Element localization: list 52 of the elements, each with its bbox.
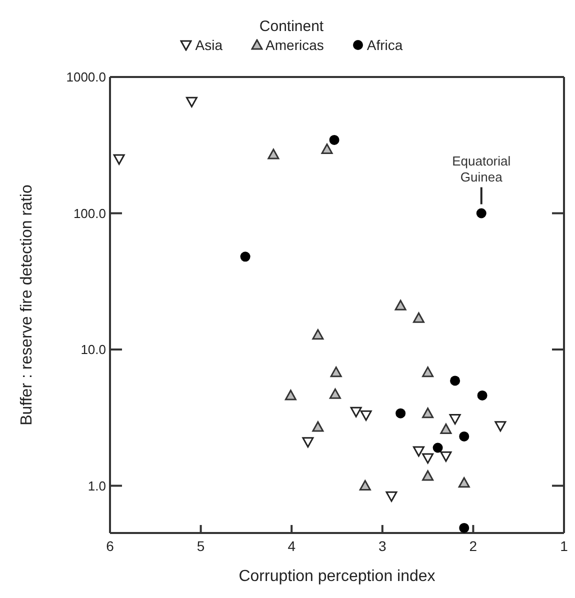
legend-label: Americas <box>264 37 324 53</box>
point <box>494 421 506 432</box>
x-tick-label: 2 <box>469 538 478 554</box>
point <box>240 252 250 262</box>
point <box>459 431 470 442</box>
x-tick-label: 6 <box>106 538 114 554</box>
point <box>412 312 424 323</box>
point <box>440 451 452 462</box>
y-tick-label: 100.0 <box>73 206 106 221</box>
point <box>422 408 434 418</box>
point <box>329 388 341 399</box>
point <box>422 453 434 464</box>
legend-label: Africa <box>366 37 403 53</box>
x-tick-label: 4 <box>288 538 296 554</box>
point <box>450 376 460 386</box>
point <box>186 96 198 108</box>
point <box>113 154 125 165</box>
point <box>350 406 362 418</box>
point <box>440 423 452 434</box>
point <box>268 148 280 160</box>
legend-label: Asia <box>194 37 223 53</box>
x-tick-label: 5 <box>196 538 205 554</box>
point <box>312 421 324 432</box>
point <box>284 390 296 400</box>
point <box>477 390 488 400</box>
legend-title: Continent <box>258 18 325 35</box>
point <box>412 446 424 457</box>
point <box>432 442 443 453</box>
y-tick-label: 1.0 <box>88 478 106 494</box>
point <box>394 300 406 310</box>
point <box>386 491 398 502</box>
point <box>329 134 340 145</box>
y-tick-label: 10.0 <box>80 342 106 358</box>
point <box>422 470 434 481</box>
point <box>396 408 406 418</box>
point <box>321 143 333 154</box>
y-axis-title: Buffer : reserve fire detection ratio <box>18 184 36 426</box>
x-tick-label: 3 <box>378 538 386 554</box>
point <box>302 437 314 448</box>
point <box>360 410 372 421</box>
point <box>330 366 342 378</box>
point <box>459 522 470 533</box>
point <box>449 414 461 425</box>
x-tick-label: 1 <box>560 538 568 554</box>
x-axis-title: Corruption perception index <box>238 568 436 585</box>
point <box>422 366 434 378</box>
point <box>359 480 371 490</box>
point <box>312 329 324 340</box>
y-tick-label: 1000.0 <box>66 70 106 85</box>
annotation: Equatorial Guinea <box>452 153 511 184</box>
point <box>458 477 470 488</box>
point <box>476 208 486 218</box>
